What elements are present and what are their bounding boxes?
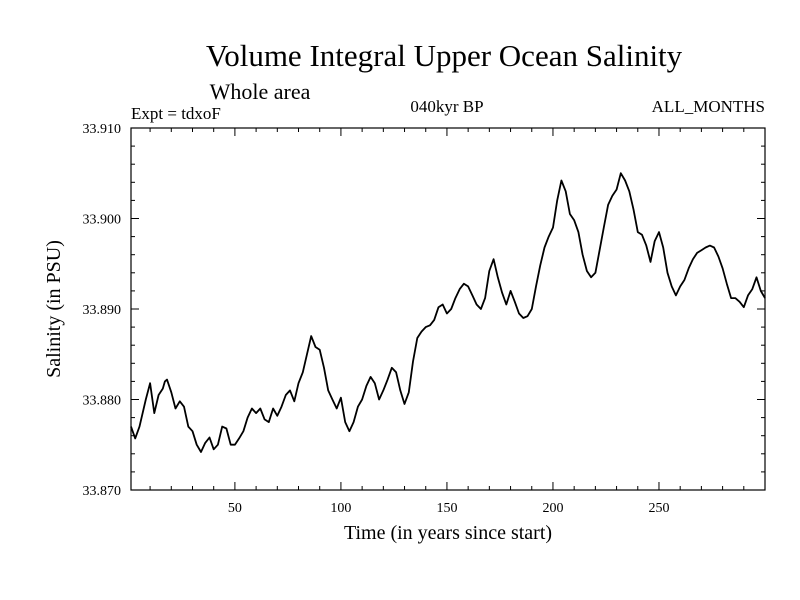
plot-frame [130, 127, 766, 491]
chart-title: Volume Integral Upper Ocean Salinity [206, 38, 683, 73]
y-tick-label: 33.890 [83, 303, 122, 318]
chart-subtitle: Whole area [210, 79, 311, 104]
x-tick-label: 150 [436, 501, 457, 516]
experiment-label: Expt = tdxoF [131, 104, 221, 123]
y-axis-label: Salinity (in PSU) [43, 240, 65, 378]
x-axis-label: Time (in years since start) [344, 522, 552, 544]
months-label: ALL_MONTHS [652, 97, 765, 116]
y-tick-label: 33.880 [83, 394, 122, 409]
x-tick-label: 100 [330, 501, 351, 516]
x-axis-tick-labels: 50 100 150 200 250 [228, 501, 670, 516]
x-tick-label: 200 [542, 501, 563, 516]
salinity-series-line [130, 172, 766, 453]
axis-ticks [131, 128, 765, 490]
period-label: 040kyr BP [410, 97, 483, 116]
x-tick-label: 250 [648, 501, 669, 516]
y-axis-tick-labels: 33.870 33.880 33.890 33.900 33.910 [83, 122, 122, 499]
y-tick-label: 33.910 [83, 122, 122, 137]
y-tick-label: 33.900 [83, 213, 122, 228]
x-tick-label: 50 [228, 501, 242, 516]
y-tick-label: 33.870 [83, 484, 122, 499]
